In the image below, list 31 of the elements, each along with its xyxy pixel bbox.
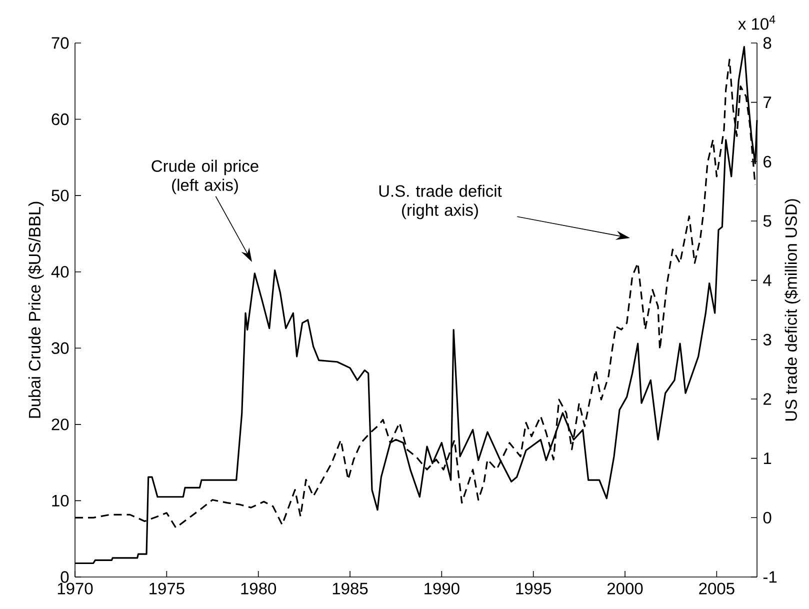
y-tick-label: 10: [52, 494, 69, 507]
y2-tick-label: 5: [763, 215, 772, 227]
y-axis-title: Dubai Crude Price ($US/BBL): [28, 202, 44, 418]
x-tick-label: 1995: [516, 582, 551, 594]
y2-tick-label: 4: [763, 274, 772, 286]
y2-tick-label: 8: [763, 37, 772, 49]
y-tick-label: 50: [52, 190, 69, 202]
x-tick-label: 2000: [607, 582, 643, 594]
x-tick-label: 1980: [241, 582, 276, 594]
y2-tick-label: 6: [764, 156, 772, 168]
y2-tick-label: 3: [763, 334, 772, 346]
y-tick-label: 20: [52, 418, 69, 430]
y2-tick-label: 7: [764, 96, 772, 108]
y-tick-label: 70: [52, 37, 69, 49]
annotation: Crude oil price (left axis): [152, 160, 258, 194]
y2-axis-title: US trade deficit ($million USD): [784, 199, 800, 421]
y-tick-label: 60: [52, 113, 69, 126]
text: x 10$^{4}$: [738, 15, 776, 30]
y2-tick-label: 2: [764, 393, 772, 405]
x-tick-label: 2005: [699, 582, 734, 594]
y-tick-label: 30: [52, 342, 69, 354]
x-tick-label: 1970: [58, 582, 93, 594]
y2-tick-label: 0: [763, 512, 772, 524]
y-tick-label: 40: [51, 266, 69, 278]
y2-tick-label: -1: [763, 571, 777, 583]
x-tick-label: 1985: [332, 582, 368, 594]
y2-tick-label: 1: [764, 452, 772, 464]
annotation: U.S. trade deficit (right axis): [379, 184, 502, 220]
x-tick-label: 1990: [424, 582, 460, 594]
x-tick-label: 1975: [150, 582, 184, 594]
y-tick-label: 0: [60, 571, 69, 583]
